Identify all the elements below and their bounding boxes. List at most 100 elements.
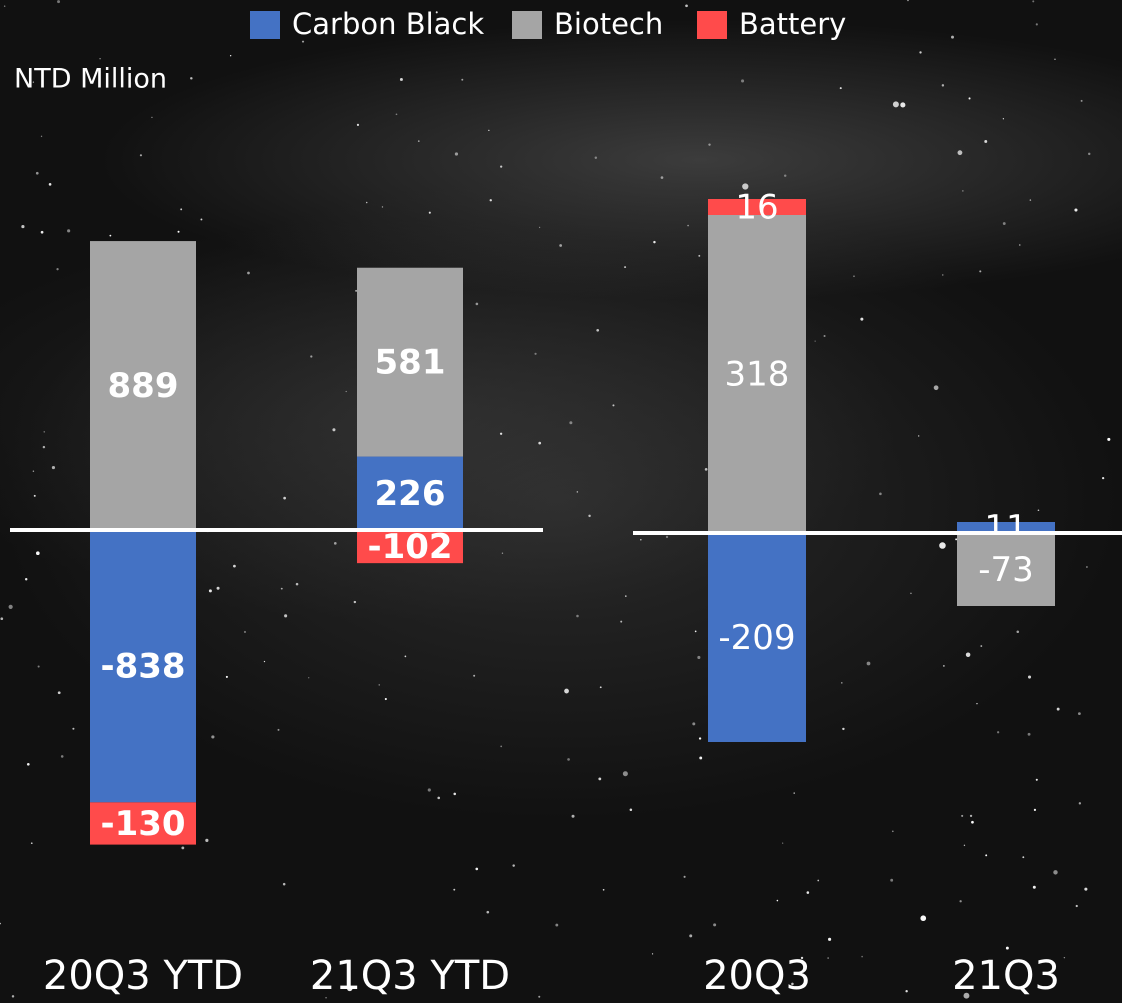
- value-label: -838: [100, 647, 185, 687]
- star: [824, 335, 826, 337]
- star: [777, 900, 779, 902]
- star: [905, 990, 907, 992]
- star: [400, 78, 403, 81]
- star: [559, 244, 562, 247]
- star: [534, 353, 536, 355]
- star: [687, 225, 689, 227]
- star: [181, 846, 184, 849]
- star: [893, 101, 899, 107]
- star: [428, 788, 431, 791]
- star: [52, 466, 55, 469]
- star: [1076, 905, 1078, 907]
- star: [713, 923, 716, 926]
- star: [976, 703, 977, 704]
- star: [1053, 870, 1057, 874]
- star: [366, 202, 368, 204]
- star: [985, 854, 987, 856]
- star: [500, 165, 502, 167]
- star: [951, 36, 954, 39]
- star: [817, 880, 819, 882]
- value-label: 318: [725, 355, 790, 395]
- star: [33, 471, 34, 472]
- star: [385, 698, 387, 700]
- star: [697, 656, 700, 659]
- star: [538, 996, 540, 998]
- star: [955, 538, 957, 540]
- star: [971, 821, 974, 824]
- star: [603, 889, 605, 891]
- value-label: 226: [375, 474, 446, 514]
- star: [429, 212, 431, 214]
- star: [1086, 566, 1088, 568]
- star: [661, 176, 664, 179]
- star: [1033, 886, 1036, 889]
- star: [44, 431, 45, 432]
- star: [296, 583, 299, 586]
- star: [630, 808, 633, 811]
- star: [689, 934, 692, 937]
- value-label: 889: [108, 366, 179, 406]
- star: [310, 355, 312, 357]
- star: [827, 957, 829, 959]
- star: [708, 143, 710, 145]
- star: [486, 911, 489, 914]
- star: [334, 542, 337, 545]
- star: [72, 728, 74, 730]
- star: [109, 235, 111, 237]
- value-label: 16: [735, 188, 778, 228]
- star: [695, 631, 697, 633]
- star: [405, 656, 407, 658]
- value-label: -130: [100, 804, 185, 844]
- star: [699, 737, 701, 739]
- legend-label: Carbon Black: [292, 7, 484, 41]
- star: [969, 97, 971, 99]
- value-label: -73: [978, 550, 1034, 590]
- star: [652, 953, 653, 954]
- star: [1030, 199, 1031, 200]
- value-label: -209: [718, 618, 795, 658]
- star: [461, 79, 463, 81]
- star: [620, 621, 622, 623]
- star: [453, 793, 456, 796]
- star: [1032, 0, 1034, 2]
- star: [25, 578, 27, 580]
- star: [283, 883, 286, 886]
- star: [99, 58, 100, 59]
- star: [230, 55, 231, 56]
- star: [596, 329, 599, 332]
- star: [1084, 888, 1087, 891]
- star: [962, 190, 964, 192]
- star: [178, 231, 180, 233]
- star: [920, 915, 926, 921]
- legend-swatch: [250, 11, 280, 39]
- star: [942, 274, 943, 275]
- star: [907, 0, 909, 1]
- star: [1022, 856, 1024, 858]
- star: [283, 497, 286, 500]
- star: [36, 172, 39, 175]
- star: [281, 588, 283, 590]
- star: [379, 684, 380, 685]
- star: [699, 757, 702, 760]
- star: [455, 152, 458, 155]
- star: [807, 891, 810, 894]
- star: [867, 662, 871, 666]
- star: [653, 241, 655, 243]
- star: [600, 686, 602, 688]
- star: [576, 615, 579, 618]
- star: [0, 617, 3, 620]
- star: [41, 231, 44, 234]
- star: [56, 268, 58, 270]
- star: [980, 645, 982, 647]
- star: [741, 79, 744, 82]
- star: [512, 864, 514, 866]
- star: [910, 593, 911, 594]
- star: [41, 136, 42, 137]
- star: [900, 102, 905, 107]
- star: [1003, 118, 1004, 119]
- star: [36, 551, 40, 555]
- value-label: -102: [367, 527, 452, 567]
- star: [396, 113, 398, 115]
- star: [357, 124, 359, 126]
- star: [577, 491, 579, 493]
